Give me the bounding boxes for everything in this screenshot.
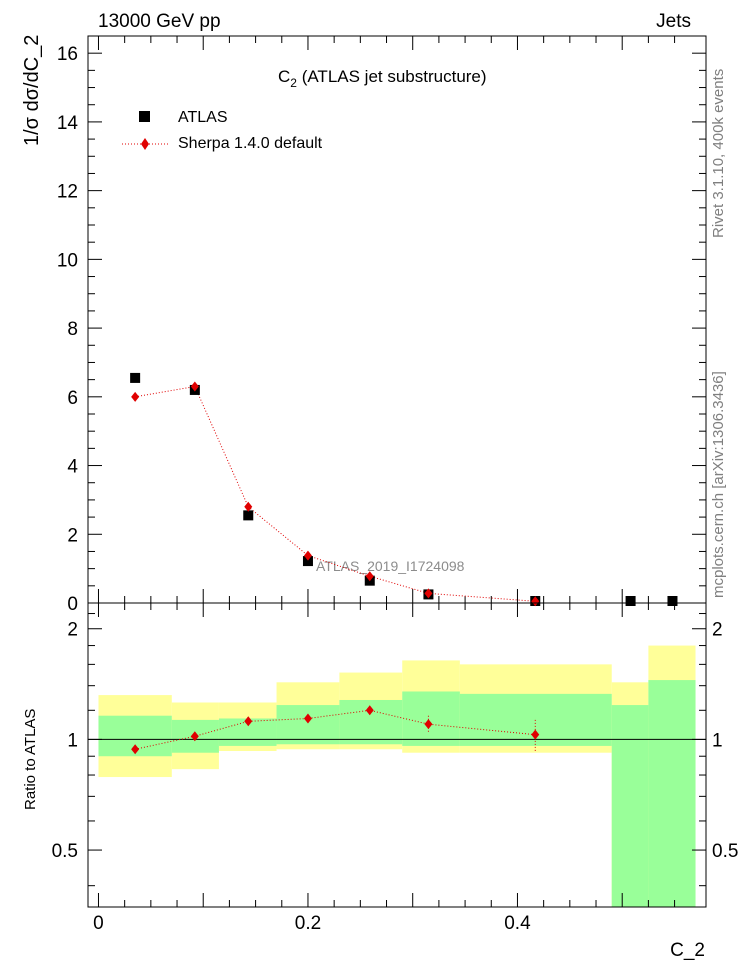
legend: ATLAS Sherpa 1.4.0 default [122,109,323,152]
sherpa-point [303,550,312,561]
sherpa-point [244,501,253,512]
main-y-tick-label: 0 [67,594,78,615]
main-y-tick-label: 2 [67,525,78,546]
ratio-point [244,716,253,727]
ratio-y-tick-label-right: 0.5 [712,841,738,862]
main-x-ticks [97,36,676,603]
green-band-bin [276,705,340,745]
mcplots-label: mcplots.cern.ch [arXiv:1306.3436] [710,371,727,598]
ratio-y-tick-label: 1 [67,730,78,751]
atlas-point [302,556,313,567]
ratio-y-ticks: 0.5 0.5 1 1 2 2 [52,613,738,887]
rivet-version-label: Rivet 3.1.10, 400k events [710,69,727,238]
legend-atlas-label: ATLAS [178,109,228,126]
ratio-panel: 0.5 0.5 1 1 2 2 0 0.2 0.4 Ratio to ATLAS C_2 [22,602,738,961]
x-tick-label: 0.2 [295,913,321,934]
main-y-tick-label: 4 [67,457,78,478]
main-y-ticks: 0 2 4 6 8 10 12 14 16 [57,35,706,615]
x-axis-title: C_2 [670,940,705,961]
main-y-tick-label: 12 [57,182,78,203]
atlas-point [130,372,141,383]
ratio-point [190,731,199,742]
legend-atlas-marker [139,111,150,122]
process-label: Jets [656,11,691,32]
atlas-point [243,510,254,521]
x-tick-label: 0 [93,913,104,934]
energy-label: 13000 GeV pp [98,11,221,32]
sherpa-points [131,381,540,607]
ratio-y-tick-label: 2 [67,620,78,641]
plot-title: C2 (ATLAS jet substructure) [278,67,487,90]
sherpa-point [131,391,140,402]
main-y-tick-label: 8 [67,319,78,340]
sherpa-point [190,381,199,392]
ratio-y-tick-label: 0.5 [52,841,78,862]
sherpa-point [424,588,433,599]
main-y-tick-label: 6 [67,388,78,409]
ratio-y-tick-label-right: 2 [712,620,723,641]
ratio-x-ticks: 0 0.2 0.4 [93,603,676,934]
y-axis-title-text: 1/σ dσ/dC_2 [21,35,43,146]
ratio-frame [87,602,707,908]
ratio-point [303,713,312,724]
ratio-yellow-band [98,645,696,907]
ratio-y-tick-label-right: 1 [712,730,723,751]
ratio-sherpa-points [131,705,540,755]
ratio-point [424,719,433,730]
ratio-green-band [98,680,696,907]
ratio-point [531,729,540,740]
main-y-axis-title: 1/σ dσ/dC_2 [21,35,43,146]
legend-sherpa-marker [141,138,149,150]
analysis-watermark: ATLAS_2019_I1724098 [316,558,465,574]
green-band-bin [648,680,696,907]
green-band-bin [611,705,649,907]
main-panel: 0 2 4 6 8 10 12 14 16 C2 (ATLAS jet substructure… [57,35,707,615]
main-y-tick-label: 16 [57,44,78,65]
legend-sherpa-label: Sherpa 1.4.0 default [178,135,323,152]
ratio-y-axis-title: Ratio to ATLAS [22,709,39,810]
sherpa-point [365,571,374,582]
ratio-point [365,705,374,716]
main-y-tick-label: 10 [57,250,78,271]
x-tick-label: 0.4 [504,913,531,934]
main-y-tick-label: 14 [57,113,79,134]
atlas-point [625,596,636,606]
sherpa-point [531,596,540,607]
green-band-bin [402,691,460,746]
ratio-point [131,744,140,755]
atlas-point [667,596,678,606]
